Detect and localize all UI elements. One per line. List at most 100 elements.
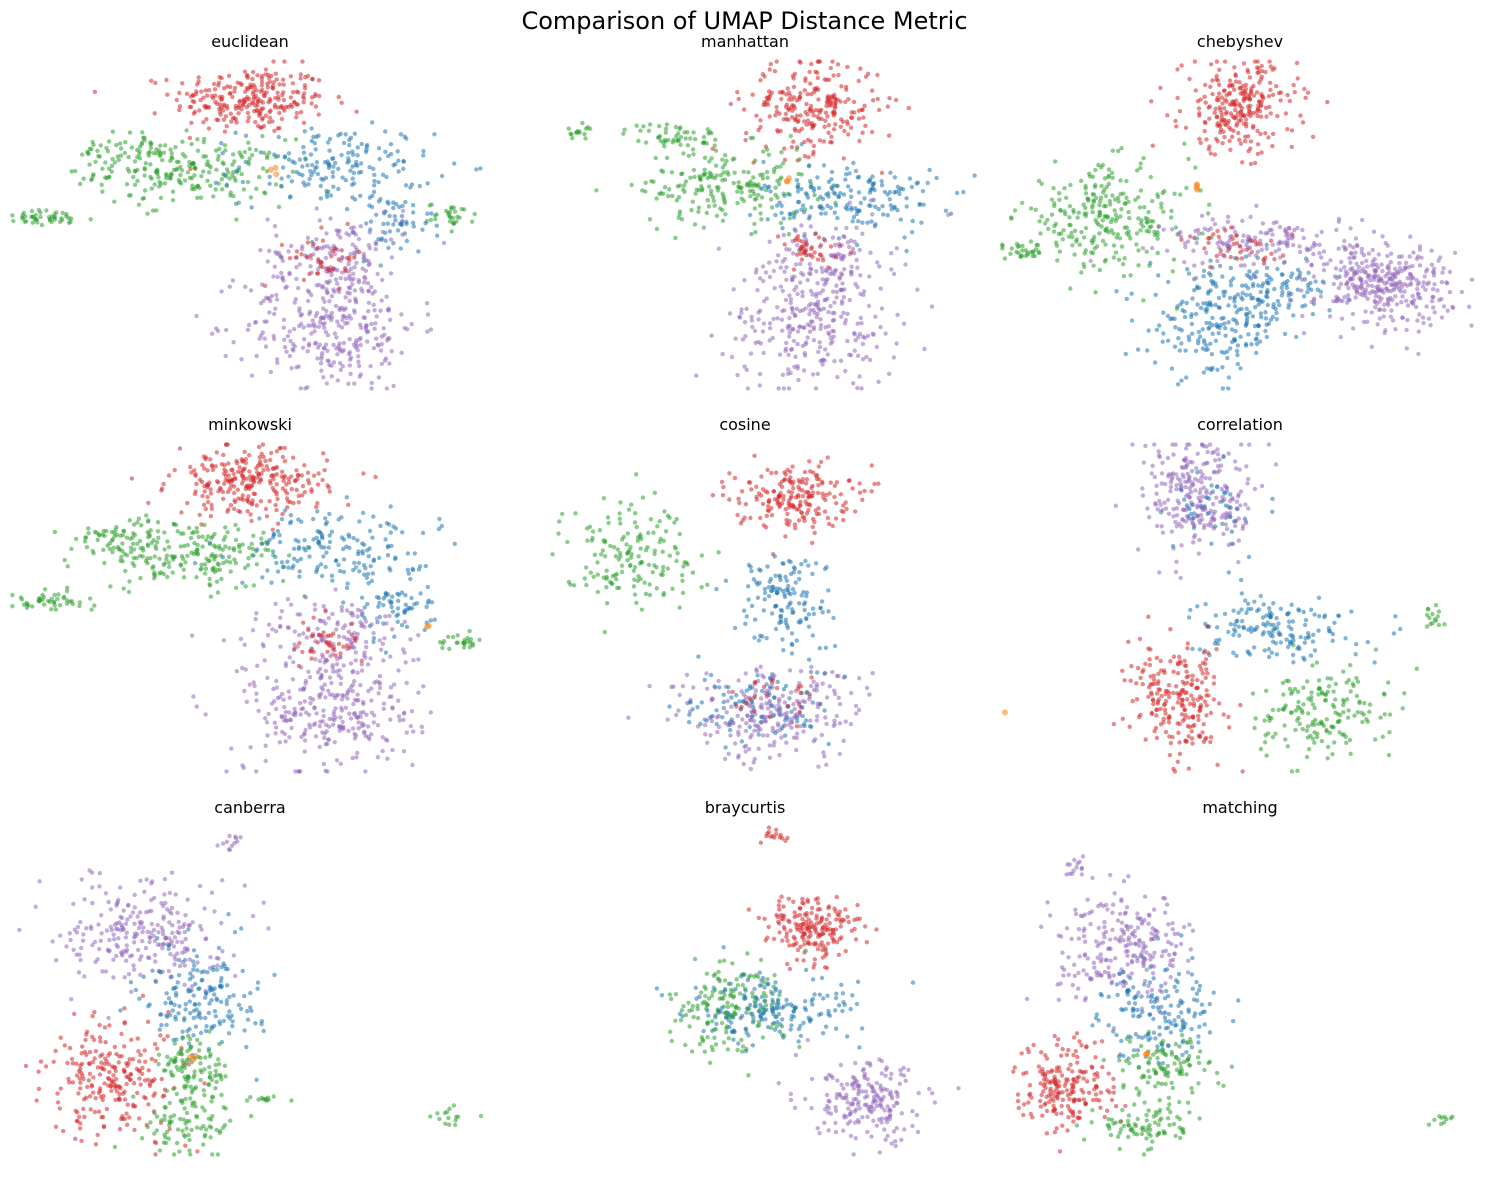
data-point [396, 169, 401, 174]
data-point [23, 219, 29, 224]
data-point [1156, 224, 1161, 229]
data-point [1353, 236, 1359, 241]
data-point [710, 194, 716, 200]
data-point [433, 217, 438, 222]
data-point [902, 235, 907, 240]
data-point [718, 173, 723, 178]
data-point [683, 179, 689, 184]
data-point [340, 175, 345, 180]
data-point [764, 95, 770, 100]
data-point [344, 544, 349, 549]
data-point [643, 140, 649, 145]
data-point [750, 324, 755, 330]
data-point [894, 341, 899, 346]
data-point [324, 194, 330, 200]
data-point [1285, 241, 1290, 246]
data-point [838, 191, 843, 196]
data-point [663, 130, 668, 135]
data-point [816, 97, 821, 102]
data-point [1192, 235, 1197, 240]
data-point [411, 729, 416, 734]
scatter-plot [566, 59, 977, 391]
data-point [326, 189, 331, 194]
data-point [909, 230, 915, 235]
data-point [702, 167, 707, 172]
cluster-purple [1289, 229, 1475, 357]
data-point [288, 74, 293, 79]
data-point [772, 69, 778, 74]
data-point [192, 491, 198, 497]
data-point [184, 91, 190, 96]
data-point [1158, 85, 1163, 91]
data-point [896, 188, 902, 193]
data-point [1373, 293, 1379, 299]
data-point [240, 102, 246, 107]
data-point [273, 171, 280, 178]
data-point [195, 137, 200, 142]
data-point [411, 210, 416, 215]
data-point [583, 136, 588, 141]
data-point [861, 289, 867, 294]
data-point [1235, 343, 1241, 348]
data-point [347, 687, 352, 693]
data-point [337, 286, 342, 291]
data-point [305, 235, 311, 240]
data-point [1292, 227, 1297, 233]
data-point [1347, 243, 1353, 248]
data-point [865, 333, 871, 339]
data-point [389, 604, 394, 610]
data-point [266, 467, 271, 472]
data-point [761, 159, 766, 165]
data-point [1276, 90, 1282, 96]
data-point [1299, 288, 1304, 293]
data-point [1397, 261, 1402, 266]
data-point [274, 77, 279, 82]
data-point [670, 193, 675, 199]
data-point [1077, 242, 1082, 247]
data-point [862, 196, 867, 201]
data-point [823, 280, 829, 285]
data-point [309, 331, 314, 336]
data-point [203, 506, 208, 512]
data-point [140, 196, 145, 201]
scatter-plot [1000, 59, 1475, 391]
data-point [805, 92, 810, 97]
data-point [1168, 316, 1173, 322]
data-point [760, 72, 766, 77]
data-point [1255, 59, 1260, 64]
data-point [1109, 170, 1115, 176]
data-point [851, 381, 856, 386]
data-point [395, 149, 400, 154]
data-point [1238, 366, 1243, 371]
data-point [779, 175, 784, 180]
data-point [1247, 245, 1253, 250]
data-point [292, 629, 297, 634]
data-point [274, 292, 279, 298]
data-point [735, 372, 740, 378]
data-point [254, 769, 259, 774]
data-point [778, 284, 784, 289]
data-point [227, 91, 233, 96]
data-point [833, 101, 838, 106]
cluster-green [62, 521, 311, 599]
data-point [1221, 253, 1226, 258]
data-point [20, 216, 26, 221]
data-point [856, 78, 861, 84]
data-point [1232, 229, 1238, 234]
data-point [399, 312, 404, 317]
data-point [265, 259, 270, 264]
data-point [132, 563, 137, 568]
data-point [376, 691, 381, 696]
data-point [283, 285, 288, 290]
data-point [343, 705, 348, 710]
data-point [760, 186, 765, 191]
data-point [1038, 231, 1043, 236]
data-point [346, 381, 351, 386]
data-point [299, 247, 305, 252]
data-point [146, 534, 151, 540]
data-point [1431, 270, 1437, 275]
data-point [335, 319, 340, 324]
data-point [274, 472, 279, 477]
data-point [1208, 151, 1213, 156]
data-point [821, 139, 827, 144]
